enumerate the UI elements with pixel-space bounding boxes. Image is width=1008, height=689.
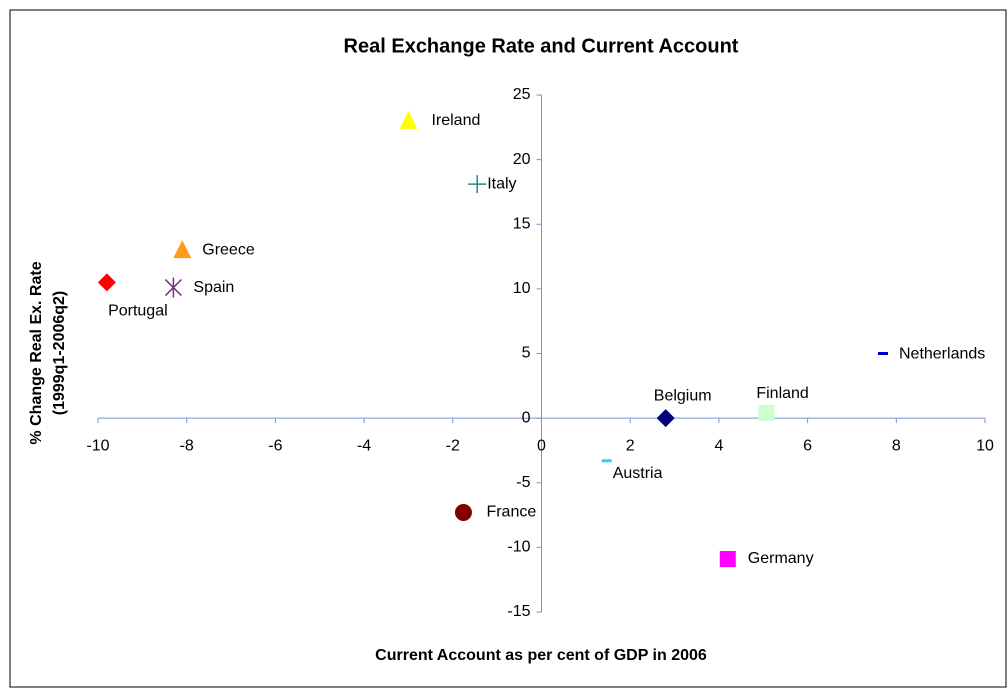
point (601, 459, 612, 463)
y-tick-label: 15 (513, 215, 531, 232)
point (877, 352, 888, 355)
x-tick-label: -10 (86, 437, 109, 454)
x-tick-label: 10 (976, 437, 994, 454)
x-tick-label: -6 (268, 437, 282, 454)
x-tick-label: -2 (446, 437, 460, 454)
point-label: France (486, 504, 536, 521)
x-tick-label: 0 (537, 437, 546, 454)
point-label: Germany (748, 550, 814, 567)
point (454, 503, 472, 521)
point (758, 404, 775, 421)
point (719, 551, 736, 568)
x-tick-label: 8 (892, 437, 901, 454)
point (97, 273, 116, 292)
point (399, 110, 418, 129)
y-axis-title: % Change Real Ex. Rate (28, 261, 45, 444)
y-tick-label: -5 (516, 474, 530, 491)
point-label: Ireland (431, 112, 480, 129)
chart-title: Real Exchange Rate and Current Account (344, 35, 739, 57)
point-label: Belgium (654, 387, 712, 404)
point (173, 240, 192, 259)
point-label: Finland (756, 385, 808, 402)
y-tick-label: -15 (507, 603, 530, 620)
point (468, 175, 487, 194)
point-label: Greece (202, 241, 255, 258)
y-tick-label: -10 (507, 539, 530, 556)
y-tick-label: 10 (513, 280, 531, 297)
x-tick-label: 2 (626, 437, 635, 454)
y-axis-title: (1999q1-2006q2) (51, 291, 68, 416)
x-tick-label: 4 (714, 437, 723, 454)
y-tick-label: 5 (522, 345, 531, 362)
x-tick-label: -4 (357, 437, 371, 454)
point-label: Spain (193, 279, 234, 296)
chart-frame (9, 9, 1007, 688)
x-tick-label: 6 (803, 437, 812, 454)
y-tick-label: 20 (513, 151, 531, 168)
point-label: Netherlands (899, 346, 985, 363)
point-label: Italy (487, 175, 516, 192)
point-label: Portugal (108, 303, 168, 320)
x-axis-title: Current Account as per cent of GDP in 20… (375, 647, 707, 664)
y-tick-label: 0 (522, 409, 531, 426)
point-label: Austria (613, 465, 663, 482)
point (164, 277, 182, 298)
y-tick-label: 25 (513, 86, 531, 103)
x-tick-label: -8 (180, 437, 194, 454)
point (656, 409, 675, 428)
